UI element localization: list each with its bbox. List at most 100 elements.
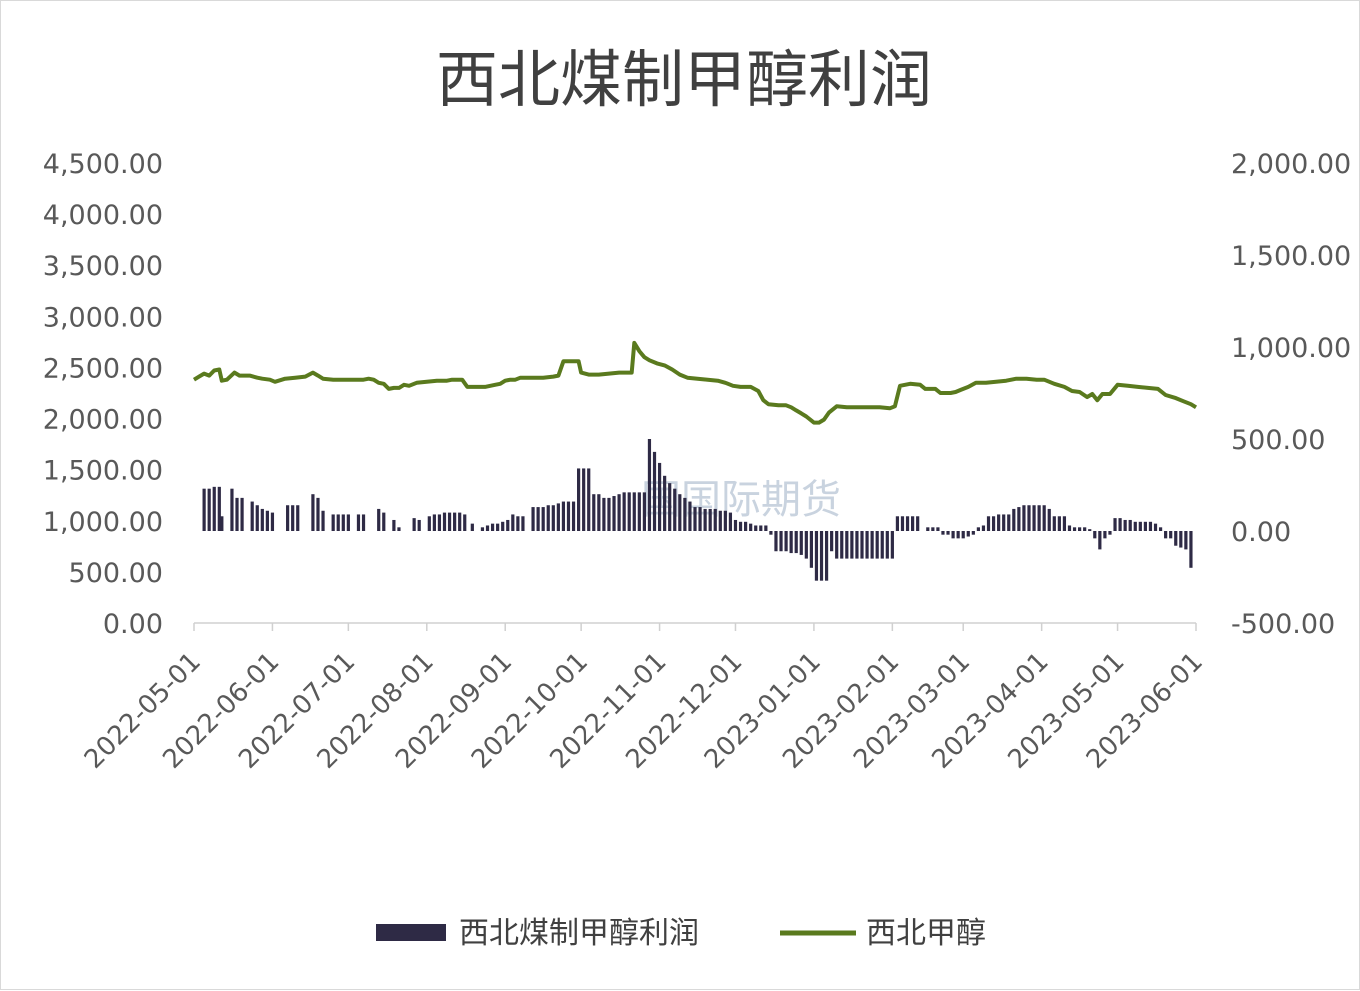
profit-bar [516,516,520,531]
profit-bar [1128,519,1132,531]
profit-bar [377,508,381,531]
profit-bar [1083,527,1087,531]
profit-bar [1072,527,1077,531]
profit-bar [850,531,854,559]
profit-bar [1118,518,1122,531]
profit-bar [875,531,879,559]
profit-bar [860,531,864,559]
profit-bar [830,531,834,552]
price-line [192,340,1198,425]
profit-bar [453,512,457,531]
profit-bar [1148,521,1153,531]
profit-bar [926,527,930,531]
profit-bar [480,527,485,531]
profit-bar [738,521,743,531]
profit-bar [652,451,657,531]
profit-bar [663,475,667,531]
profit-bar [713,508,717,531]
profit-bar [1027,505,1031,531]
profit-bar [607,497,611,531]
profit-bar [490,523,495,531]
profit-bar [511,514,515,531]
profit-bar [642,492,646,531]
profit-bar [1123,519,1127,531]
profit-bar [592,494,596,531]
profit-bar [885,531,889,559]
profit-bar [521,516,525,531]
profit-bar [1017,507,1021,531]
profit-bar [341,514,345,531]
profit-bar [622,492,626,531]
profit-bar [561,501,566,531]
profit-bar [260,508,264,531]
profit-bar [784,531,788,552]
profit-bar [361,514,366,531]
profit-bar [220,516,224,531]
profit-bar [900,516,905,531]
profit-bar [668,483,672,531]
profit-bar [1012,508,1016,531]
right-axis-tick-label: 1,000.00 [1231,333,1351,364]
profit-bar [678,494,682,531]
profit-bar [1078,527,1082,531]
profit-bar [991,516,996,531]
profit-bar [571,501,576,531]
profit-bar [458,512,462,531]
profit-bar [250,501,254,531]
profit-bar [432,514,436,531]
profit-bar [577,468,581,531]
profit-bar [1047,508,1051,531]
profit-bar [971,531,975,535]
profit-bar [1022,505,1026,531]
profit-bar [1093,531,1097,539]
profit-bar [941,531,945,535]
profit-bars [202,439,1193,581]
profit-bar [382,512,386,531]
profit-bar [703,508,707,531]
profit-bar [470,523,474,531]
profit-bar [336,514,340,531]
profit-bar [496,523,500,531]
profit-bar [1113,518,1117,531]
profit-bar [865,531,869,559]
profit-bar [809,531,813,568]
profit-bar [814,531,819,581]
profit-bar [627,492,631,531]
profit-bar [230,488,234,531]
left-axis-tick-label: 3,000.00 [43,302,163,333]
profit-bar [265,510,269,531]
profit-bar [895,516,900,531]
profit-bar [981,525,986,531]
profit-bar [582,468,586,531]
left-axis-tick-label: 1,500.00 [43,456,163,487]
profit-bar [427,516,431,531]
profit-bar [531,507,535,531]
profit-bar [212,486,216,531]
profit-bar [804,531,808,559]
profit-bar [501,521,505,531]
profit-bar [612,496,616,531]
profit-bar [966,531,970,537]
profit-bar [931,527,935,531]
profit-bar [207,488,211,531]
profit-bar [240,497,244,531]
profit-bar [905,516,910,531]
profit-bar [321,510,325,531]
profit-bar [437,514,442,531]
profit-bar [718,510,722,531]
profit-bar [602,497,606,531]
profit-bar [447,512,452,531]
profit-bar [1138,521,1142,531]
profit-bar [764,525,768,531]
profit-bar [1002,514,1006,531]
profit-bar [1037,505,1041,531]
profit-bar [546,505,550,531]
profit-bar [799,531,803,555]
profit-bar [754,525,758,531]
profit-bar [1057,516,1061,531]
profit-bar [1032,505,1036,531]
profit-bar [1174,531,1178,546]
profit-bar [270,512,275,531]
profit-bar [698,507,702,531]
